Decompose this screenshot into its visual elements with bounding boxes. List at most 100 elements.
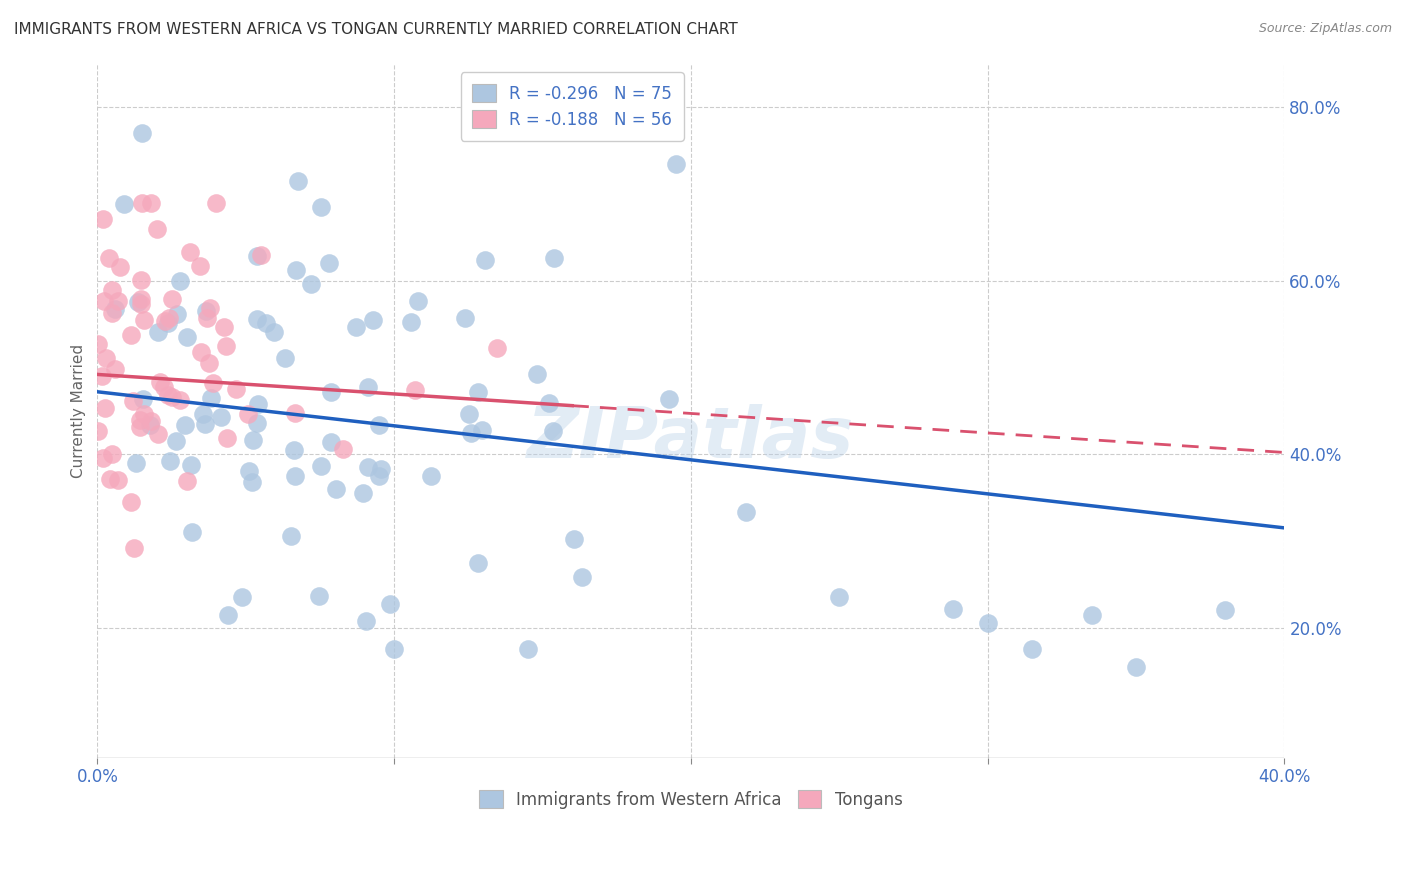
Point: [454, 311, 477, 326]
Point: [319, 385, 342, 400]
Point: [571, 570, 593, 584]
Point: [91, 368, 114, 383]
Point: [188, 259, 211, 273]
Point: [139, 417, 162, 432]
Point: [246, 416, 269, 430]
Point: [541, 425, 564, 439]
Point: [246, 312, 269, 326]
Point: [217, 608, 239, 623]
Point: [352, 486, 374, 500]
Point: [368, 417, 391, 432]
Point: [284, 262, 307, 277]
Point: [361, 313, 384, 327]
Point: [157, 311, 180, 326]
Point: [1080, 607, 1102, 622]
Y-axis label: Currently Married: Currently Married: [72, 343, 86, 478]
Point: [128, 419, 150, 434]
Point: [308, 589, 330, 603]
Point: [382, 642, 405, 657]
Point: [474, 252, 496, 267]
Point: [201, 376, 224, 390]
Point: [404, 384, 426, 398]
Point: [160, 390, 183, 404]
Point: [215, 339, 238, 353]
Point: [120, 495, 142, 509]
Point: [93, 212, 115, 227]
Point: [194, 304, 217, 318]
Point: [526, 367, 548, 381]
Point: [354, 615, 377, 629]
Point: [139, 414, 162, 428]
Point: [176, 474, 198, 488]
Point: [160, 292, 183, 306]
Point: [225, 382, 247, 396]
Point: [828, 591, 851, 605]
Point: [152, 380, 174, 394]
Point: [127, 294, 149, 309]
Point: [370, 462, 392, 476]
Point: [101, 283, 124, 297]
Point: [179, 244, 201, 259]
Point: [378, 597, 401, 611]
Point: [287, 174, 309, 188]
Point: [274, 351, 297, 366]
Point: [284, 468, 307, 483]
Point: [134, 407, 156, 421]
Point: [1125, 659, 1147, 673]
Point: [735, 506, 758, 520]
Point: [318, 256, 340, 270]
Point: [344, 319, 367, 334]
Point: [485, 341, 508, 355]
Point: [166, 307, 188, 321]
Point: [146, 325, 169, 339]
Point: [311, 200, 333, 214]
Point: [190, 344, 212, 359]
Point: [165, 434, 187, 449]
Point: [93, 293, 115, 308]
Point: [242, 475, 264, 490]
Point: [132, 312, 155, 326]
Point: [131, 392, 153, 406]
Text: IMMIGRANTS FROM WESTERN AFRICA VS TONGAN CURRENTLY MARRIED CORRELATION CHART: IMMIGRANTS FROM WESTERN AFRICA VS TONGAN…: [14, 22, 738, 37]
Point: [198, 356, 221, 370]
Point: [457, 407, 479, 421]
Point: [280, 528, 302, 542]
Point: [169, 392, 191, 407]
Point: [198, 301, 221, 315]
Point: [146, 426, 169, 441]
Point: [332, 442, 354, 456]
Point: [467, 556, 489, 570]
Point: [94, 351, 117, 365]
Point: [284, 406, 307, 420]
Point: [157, 316, 180, 330]
Point: [149, 375, 172, 389]
Point: [129, 297, 152, 311]
Point: [406, 293, 429, 308]
Point: [246, 397, 269, 411]
Point: [236, 407, 259, 421]
Point: [86, 424, 108, 438]
Point: [120, 328, 142, 343]
Point: [215, 431, 238, 445]
Point: [101, 447, 124, 461]
Point: [976, 616, 998, 631]
Point: [125, 456, 148, 470]
Point: [311, 458, 333, 473]
Point: [104, 301, 127, 316]
Point: [263, 325, 285, 339]
Point: [98, 472, 121, 486]
Point: [129, 273, 152, 287]
Point: [173, 418, 195, 433]
Point: [658, 392, 681, 407]
Point: [107, 473, 129, 487]
Point: [471, 423, 494, 437]
Point: [543, 251, 565, 265]
Point: [104, 362, 127, 376]
Point: [467, 384, 489, 399]
Point: [180, 458, 202, 473]
Point: [101, 306, 124, 320]
Point: [357, 380, 380, 394]
Point: [194, 417, 217, 432]
Point: [254, 316, 277, 330]
Point: [319, 435, 342, 450]
